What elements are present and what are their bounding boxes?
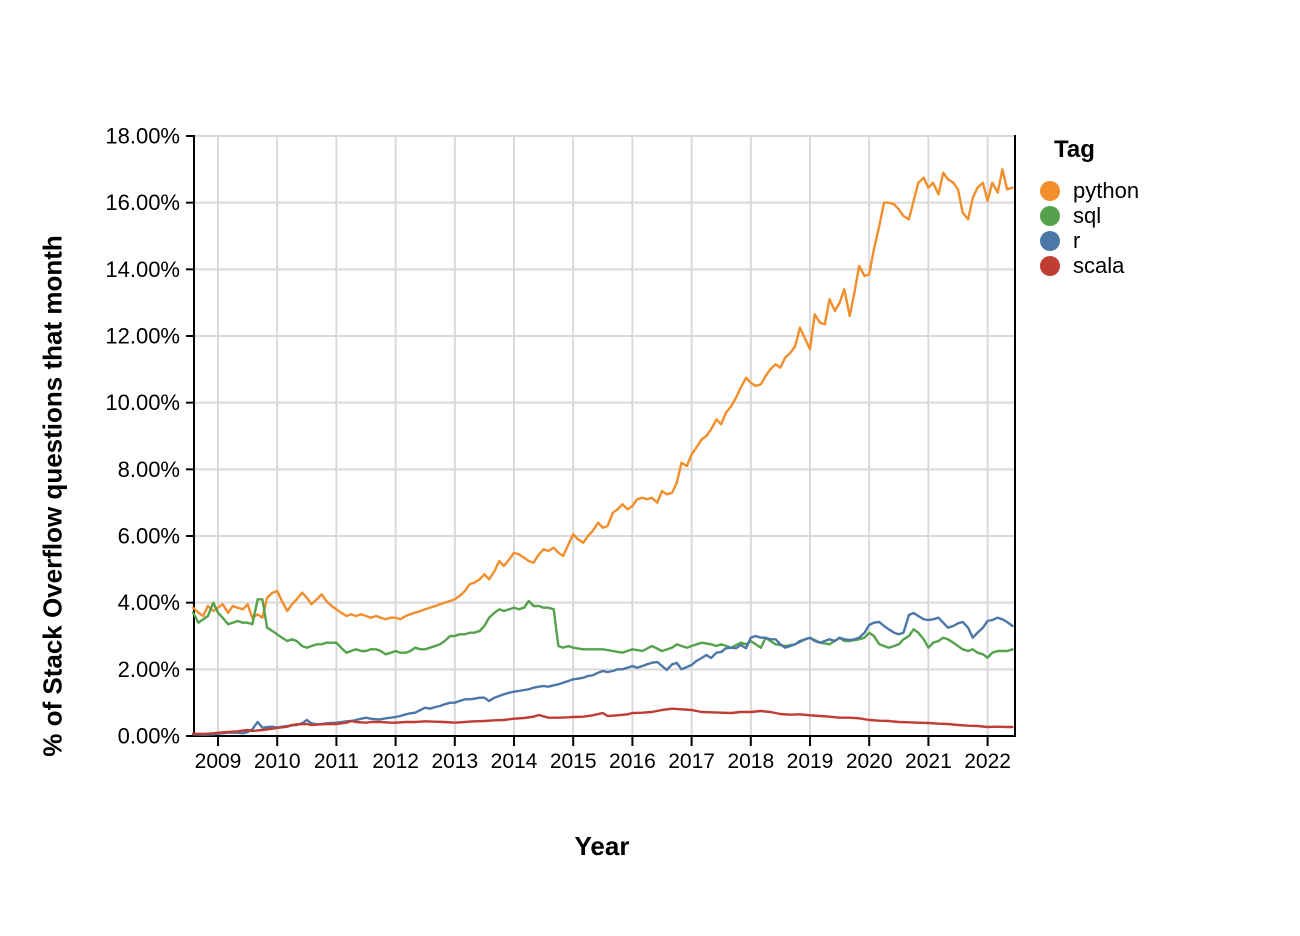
- y-tick-label: 16.00%: [105, 190, 180, 215]
- legend-entries: python sql r scala: [1040, 178, 1139, 278]
- x-tick-label: 2010: [254, 750, 301, 773]
- series-line-python: [192, 168, 1014, 621]
- y-tick-label: 12.00%: [105, 324, 180, 349]
- series-line-r: [192, 611, 1014, 736]
- y-tick-label: 6.00%: [118, 524, 180, 549]
- legend-swatch-icon: [1040, 180, 1060, 201]
- y-tick-label: 14.00%: [105, 257, 180, 282]
- series-line-scala: [192, 707, 1014, 736]
- x-tick-label: 2017: [668, 750, 715, 773]
- x-tick-label: 2018: [727, 750, 774, 773]
- x-tick-label: 2011: [314, 750, 359, 773]
- y-tick-label: 18.00%: [105, 124, 180, 149]
- series-line-sql: [192, 598, 1014, 659]
- legend-entry-python: python: [1040, 178, 1139, 203]
- x-tick-label: 2022: [964, 750, 1011, 773]
- x-tick-label: 2014: [491, 750, 538, 773]
- y-tick-label: 8.00%: [118, 457, 180, 482]
- x-tick-label: 2009: [195, 750, 242, 773]
- legend-entry-scala: scala: [1040, 253, 1139, 278]
- legend-label: python: [1073, 178, 1140, 203]
- legend-entry-sql: sql: [1040, 203, 1139, 228]
- legend-swatch-icon: [1040, 255, 1060, 276]
- y-tick-label: 4.00%: [118, 590, 180, 615]
- x-tick-label: 2012: [372, 750, 419, 773]
- legend-title: Tag: [1054, 136, 1095, 163]
- y-tick-label: 10.00%: [105, 390, 180, 415]
- legend-entry-r: r: [1040, 228, 1139, 253]
- legend-label: sql: [1073, 203, 1102, 228]
- legend-label: r: [1073, 228, 1081, 253]
- y-tick-label: 0.00%: [118, 724, 180, 749]
- x-tick-label: 2021: [905, 750, 952, 773]
- x-tick-label: 2019: [787, 750, 834, 773]
- x-axis-title: Year: [574, 831, 630, 861]
- legend: Tag python sql r scala: [1040, 136, 1139, 278]
- x-tick-label: 2015: [550, 750, 597, 773]
- legend-swatch-icon: [1040, 205, 1060, 226]
- x-tick-label: 2016: [609, 750, 656, 773]
- x-tick-label: 2013: [431, 750, 478, 773]
- x-tick-label: 2020: [846, 750, 893, 773]
- legend-label: scala: [1073, 253, 1125, 278]
- y-axis-title: % of Stack Overflow questions that month: [37, 235, 68, 757]
- legend-swatch-icon: [1040, 230, 1060, 251]
- y-tick-label: 2.00%: [118, 657, 180, 682]
